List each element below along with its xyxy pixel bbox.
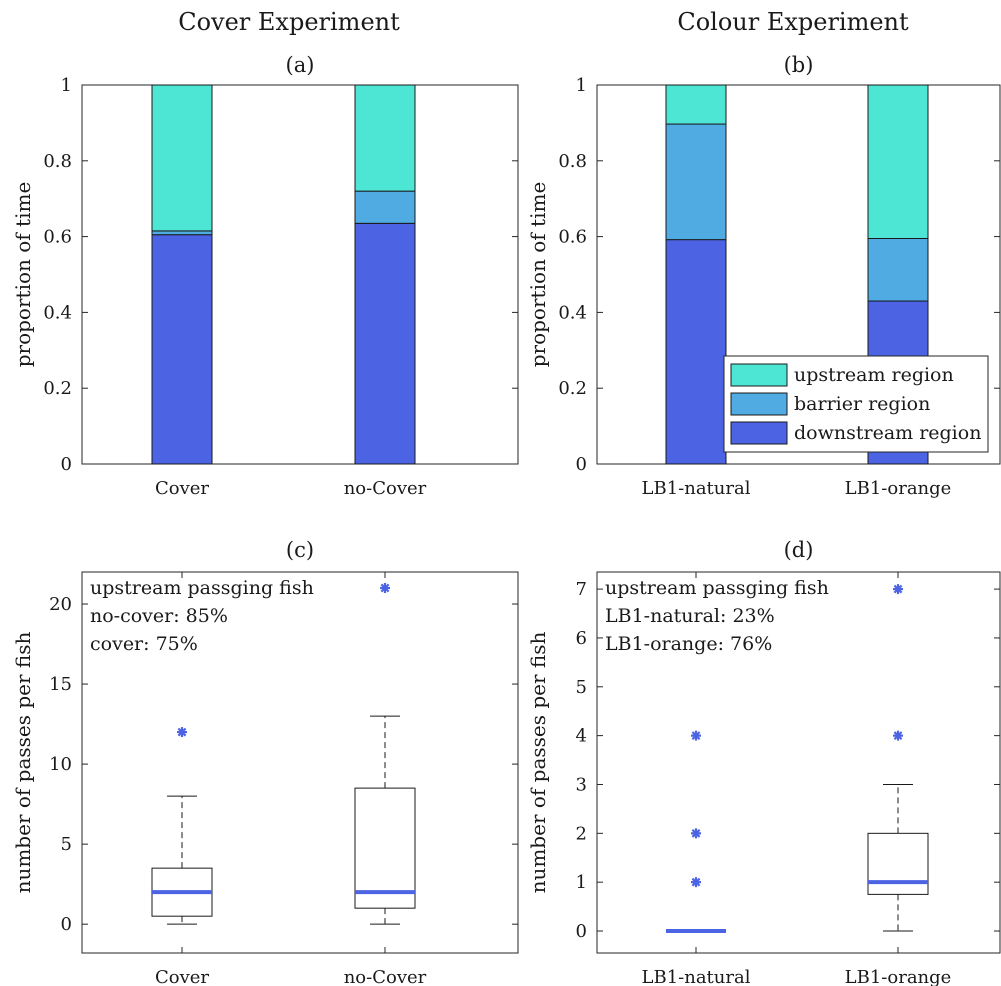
ytick-label: 6: [576, 628, 587, 649]
bar-segment-downstream-region: [665, 239, 727, 465]
xtick-label: no-Cover: [344, 967, 427, 986]
bar-segment-upstream-region: [354, 84, 416, 192]
y-axis-label: number of passes per fish: [11, 631, 35, 893]
ytick-label: 0.4: [43, 302, 72, 323]
annotation-line: cover: 75%: [90, 633, 198, 655]
bar-segment-barrier-region: [151, 230, 213, 236]
ytick-label: 15: [49, 674, 72, 695]
y-axis-label: proportion of time: [526, 182, 550, 368]
subplot-title: (b): [784, 53, 814, 77]
ytick-label: 0: [576, 921, 587, 942]
legend-label: downstream region: [794, 422, 981, 444]
colour-experiment-title: Colour Experiment: [677, 8, 909, 36]
outlier-marker: [177, 727, 187, 738]
outlier-stroke: [380, 583, 390, 593]
bar-segment-barrier-region: [665, 123, 727, 241]
ytick-label: 0.4: [558, 302, 587, 323]
ytick-label: 10: [49, 754, 72, 775]
outlier-stroke: [893, 584, 903, 594]
ytick-label: 7: [576, 579, 587, 600]
bar-segment-downstream-region: [354, 222, 416, 465]
outlier-marker: [893, 730, 903, 741]
ytick-label: 0.2: [558, 378, 587, 399]
annotation-line: LB1-natural: 23%: [605, 605, 775, 627]
bar-segment-barrier-region: [354, 190, 416, 224]
axes-frame: [596, 571, 1001, 954]
xtick-label: LB1-natural: [642, 967, 751, 986]
bar-segment-downstream-region: [151, 234, 213, 465]
cover-experiment-title: Cover Experiment: [178, 8, 400, 36]
axes-frame: [596, 84, 1001, 465]
annotation-line: no-cover: 85%: [90, 605, 228, 627]
legend-swatch-downstream-region: [730, 421, 788, 445]
bar-segment-upstream-region: [151, 84, 213, 232]
legend-swatch-upstream-region: [730, 363, 788, 387]
ytick-label: 20: [49, 594, 72, 615]
annotation-line: LB1-orange: 76%: [605, 633, 772, 655]
ytick-label: 0: [576, 454, 587, 475]
ytick-label: 0: [61, 914, 72, 935]
annotation-line: upstream passging fish: [605, 577, 829, 599]
legend-swatch-barrier-region: [730, 392, 788, 416]
legend-label: barrier region: [794, 393, 930, 415]
xtick-label: LB1-orange: [845, 478, 952, 499]
bar-segment-upstream-region: [665, 84, 727, 125]
ytick-label: 0.2: [43, 378, 72, 399]
ytick-label: 3: [576, 774, 587, 795]
outlier-marker: [893, 584, 903, 595]
xtick-label: LB1-natural: [642, 478, 751, 499]
legend: upstream region barrier region downstream …: [723, 355, 989, 453]
ytick-label: 5: [576, 677, 587, 698]
axes-frame: [81, 571, 519, 954]
xtick-label: Cover: [155, 967, 209, 986]
ytick-label: 5: [61, 834, 72, 855]
outlier-stroke: [691, 828, 701, 838]
outlier-stroke: [691, 731, 701, 741]
outlier-marker: [691, 877, 701, 888]
chart-panels: 0 0.2 0.4 0.6 0.8 1 Cover no-Cover (a) proportion…: [11, 53, 1001, 986]
ytick-label: 0.6: [43, 227, 72, 248]
ytick-label: 4: [576, 726, 587, 747]
ytick-label: 0.8: [558, 151, 587, 172]
outlier-marker: [691, 730, 701, 741]
subplot-title: (d): [784, 538, 814, 562]
ytick-label: 0: [61, 454, 72, 475]
legend-label: upstream region: [794, 364, 954, 386]
outlier-marker: [691, 828, 701, 839]
xtick-label: LB1-orange: [845, 967, 952, 986]
ytick-label: 1: [61, 75, 72, 96]
panel-c: 0 5 10 15 20 Cover no-Cover (c) number of passes…: [11, 538, 519, 986]
subplot-title: (a): [286, 53, 315, 77]
bar-segment-upstream-region: [867, 84, 929, 239]
subplot-title: (c): [286, 538, 314, 562]
ytick-label: 0.6: [558, 227, 587, 248]
xtick-label: Cover: [155, 478, 209, 499]
xtick-label: no-Cover: [344, 478, 427, 499]
ytick-label: 1: [576, 872, 587, 893]
ytick-label: 1: [576, 75, 587, 96]
outlier-stroke: [691, 877, 701, 887]
ytick-label: 2: [576, 823, 587, 844]
y-axis-label: proportion of time: [11, 182, 35, 368]
outlier-stroke: [177, 727, 187, 737]
annotation-line: upstream passging fish: [90, 577, 314, 599]
outlier-marker: [380, 583, 390, 594]
panel-b: 0 0.2 0.4 0.6 0.8 1 LB1-natural LB1-orange (b) pr…: [526, 53, 1001, 499]
y-axis-label: number of passes per fish: [526, 631, 550, 893]
iqr-box: [354, 787, 416, 909]
iqr-box: [867, 832, 929, 895]
outlier-stroke: [893, 731, 903, 741]
axes-frame: [81, 84, 519, 465]
panel-d: 0 1 2 3 4 5 6 7 LB1-natural LB1-orange (d) number o…: [526, 538, 1001, 986]
ytick-label: 0.8: [43, 151, 72, 172]
panel-a: 0 0.2 0.4 0.6 0.8 1 Cover no-Cover (a) proportion…: [11, 53, 519, 499]
bar-segment-barrier-region: [867, 237, 929, 302]
